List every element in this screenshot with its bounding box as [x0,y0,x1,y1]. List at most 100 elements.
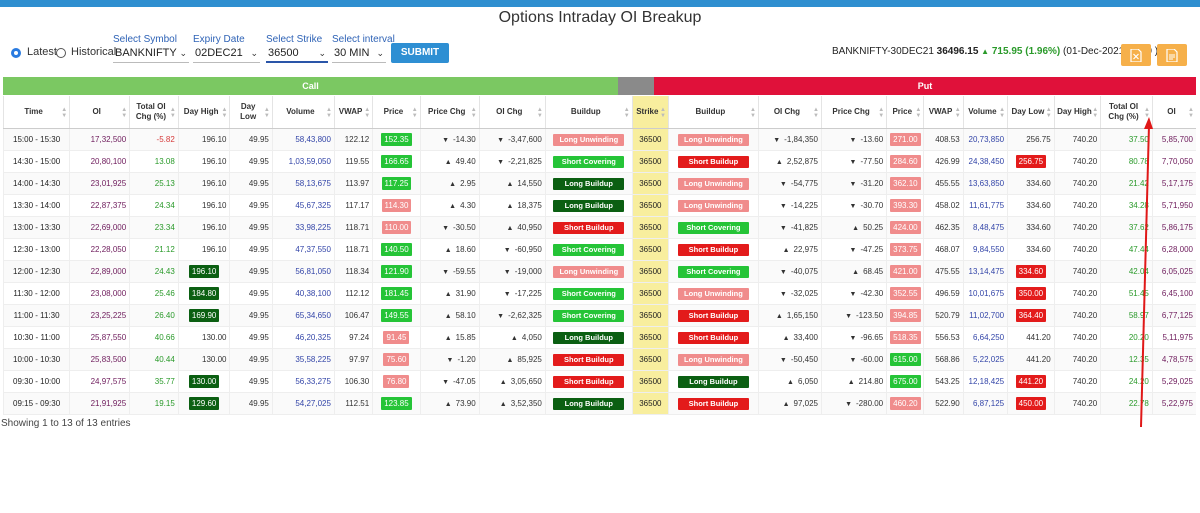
call-volume-cell: 58,43,800 [271,128,335,151]
triangle-up-icon: ▲ [449,203,457,210]
column-header[interactable]: VWAP ▲ ▼ [333,96,373,129]
column-header[interactable]: Price Chg ▲ ▼ [419,96,480,129]
submit-button[interactable]: SUBMIT [391,43,449,63]
top-nav-bar [0,0,1200,7]
interval-select[interactable]: 30 MIN ⌄ [332,45,386,63]
sort-icon[interactable]: ▲ ▼ [659,107,666,119]
latest-radio[interactable] [11,48,21,58]
table-row[interactable]: 12:00 - 12:30 22,89,000 24.43 196.10 49.95 56… [2,260,1196,283]
call-buildup-cell: Short Buildup [544,348,633,371]
column-header[interactable]: Day Low ▲ ▼ [1007,96,1055,129]
put-price-cell: 615.00 [886,348,924,371]
put-price-chg-cell-value: -96.65 [860,333,884,342]
sort-icon[interactable]: ▲ ▼ [1143,107,1150,119]
table-row[interactable]: 13:30 - 14:00 22,87,375 24.34 196.10 49.95 45… [2,194,1196,217]
column-header[interactable]: OI ▲ ▼ [1151,96,1196,129]
table-row[interactable]: 14:00 - 14:30 23,01,925 25.13 196.10 49.95 58… [2,172,1196,195]
table-row[interactable]: 09:15 - 09:30 21,91,925 19.15 129.60 49.95 54… [2,392,1196,415]
sort-icon[interactable]: ▲ ▼ [325,107,332,119]
call-price-chg-cell-value: -14.30 [453,135,476,144]
put-total-oi-chg-cell: 20.20 [1100,326,1153,349]
column-header[interactable]: Day Low ▲ ▼ [229,96,273,129]
call-volume-cell: 35,58,225 [271,348,335,371]
latest-radio-label[interactable]: Latest [27,46,57,58]
table-row[interactable]: 10:00 - 10:30 25,83,500 40.44 130.00 49.95 35… [2,348,1196,371]
call-price-cell: 121.90 [372,260,421,283]
sort-icon[interactable]: ▲ ▼ [999,107,1006,119]
table-row[interactable]: 09:30 - 10:00 24,97,575 35.77 130.00 49.95 56… [2,370,1196,393]
column-header[interactable]: Total OI Chg (%) ▲ ▼ [1100,96,1153,129]
column-header[interactable]: OI ▲ ▼ [69,96,130,129]
expiry-select[interactable]: 02DEC21 ⌄ [193,45,260,63]
sort-icon[interactable]: ▲ ▼ [221,107,228,119]
put-buildup-cell: Short Buildup [667,238,759,261]
put-volume-cell: 12,18,425 [962,370,1008,393]
sort-icon[interactable]: ▲ ▼ [263,107,270,119]
call-buildup-cell-badge: Long Buildup [553,331,625,344]
call-volume-cell: 1,03,59,050 [271,150,335,173]
historical-radio[interactable] [56,48,66,58]
table-row[interactable]: 12:30 - 13:00 22,28,050 21.12 196.10 49.95 47… [2,238,1196,261]
symbol-select[interactable]: BANKNIFTY ⌄ [113,45,189,63]
column-header[interactable]: Buildup ▲ ▼ [544,96,633,129]
column-header[interactable]: Strike ▲ ▼ [631,96,669,129]
put-buildup-cell: Short Buildup [667,304,759,327]
sort-icon[interactable]: ▲ ▼ [1092,107,1099,119]
strike-select[interactable]: 36500 ⌄ [266,45,328,63]
table-row[interactable]: 10:30 - 11:00 25,87,550 40.66 130.00 49.95 46… [2,326,1196,349]
put-total-oi-chg-cell: 21.42 [1100,172,1153,195]
table-row[interactable]: 11:00 - 11:30 23,25,225 26.40 169.90 49.95 65… [2,304,1196,327]
table-row[interactable]: 13:00 - 13:30 22,69,000 23.34 196.10 49.95 33… [2,216,1196,239]
column-header[interactable]: Volume ▲ ▼ [271,96,335,129]
sort-icon[interactable]: ▲ ▼ [364,107,371,119]
column-header[interactable]: OI Chg ▲ ▼ [478,96,546,129]
historical-radio-label[interactable]: Historical [71,46,117,58]
table-row[interactable]: 14:30 - 15:00 20,80,100 13.08 196.10 49.95 1,… [2,150,1196,173]
sort-icon[interactable]: ▲ ▼ [954,107,961,119]
sort-icon[interactable]: ▲ ▼ [169,107,176,119]
column-header[interactable]: Total OI Chg (%) ▲ ▼ [129,96,179,129]
column-header[interactable]: Price Chg ▲ ▼ [820,96,887,129]
call-price-cell: 75.60 [372,348,421,371]
triangle-up-icon: ▲ [847,379,855,386]
call-day-low-cell: 49.95 [229,150,273,173]
sort-icon[interactable]: ▲ ▼ [623,107,630,119]
sort-icon[interactable]: ▲ ▼ [813,107,819,119]
export-excel-button[interactable] [1121,44,1151,66]
call-price-cell: 123.85 [372,392,421,415]
table-row[interactable]: 11:30 - 12:00 23,08,000 25.46 184.80 49.95 40… [2,282,1196,305]
triangle-up-icon: ▲ [444,313,452,320]
sort-icon[interactable]: ▲ ▼ [121,107,128,119]
column-header[interactable]: Day High ▲ ▼ [1053,96,1101,129]
column-header[interactable]: Price ▲ ▼ [886,96,924,129]
column-header[interactable]: Day High ▲ ▼ [177,96,230,129]
put-vwap-cell: 458.02 [923,194,964,217]
sort-icon[interactable]: ▲ ▼ [411,107,418,119]
sort-icon[interactable]: ▲ ▼ [1045,107,1052,119]
sort-icon[interactable]: ▲ ▼ [470,107,477,119]
call-volume-cell: 47,37,550 [271,238,335,261]
column-header[interactable]: Volume ▲ ▼ [962,96,1008,129]
column-header[interactable]: VWAP ▲ ▼ [923,96,964,129]
table-row[interactable]: 15:00 - 15:30 17,32,500 -5.82 196.10 49.95 58… [2,128,1196,151]
column-header[interactable]: Price ▲ ▼ [372,96,421,129]
call-oi-cell: 22,89,000 [69,260,130,283]
sort-icon[interactable]: ▲ ▼ [61,107,68,119]
put-day-low-cell: 256.75 [1007,150,1055,173]
column-header[interactable]: Buildup ▲ ▼ [667,96,759,129]
sort-icon[interactable]: ▲ ▼ [878,107,885,119]
sort-icon[interactable]: ▲ ▼ [749,107,756,119]
column-header[interactable]: OI Chg ▲ ▼ [757,96,822,129]
export-pdf-button[interactable] [1157,44,1187,66]
put-day-low-cell: 334.60 [1007,260,1055,283]
sort-icon[interactable]: ▲ ▼ [915,107,922,119]
call-price-cell-badge: 166.65 [381,155,412,168]
put-price-chg-cell-value: -47.25 [860,245,884,254]
put-day-high-cell: 740.20 [1053,392,1101,415]
sort-icon[interactable]: ▲ ▼ [1188,107,1194,119]
triangle-down-icon: ▼ [849,357,857,364]
put-price-chg-cell-value: 50.25 [863,223,884,232]
put-oi-chg-cell: ▲ 33,400 [757,326,822,349]
sort-icon[interactable]: ▲ ▼ [536,107,543,119]
column-header[interactable]: Time ▲ ▼ [2,96,70,129]
